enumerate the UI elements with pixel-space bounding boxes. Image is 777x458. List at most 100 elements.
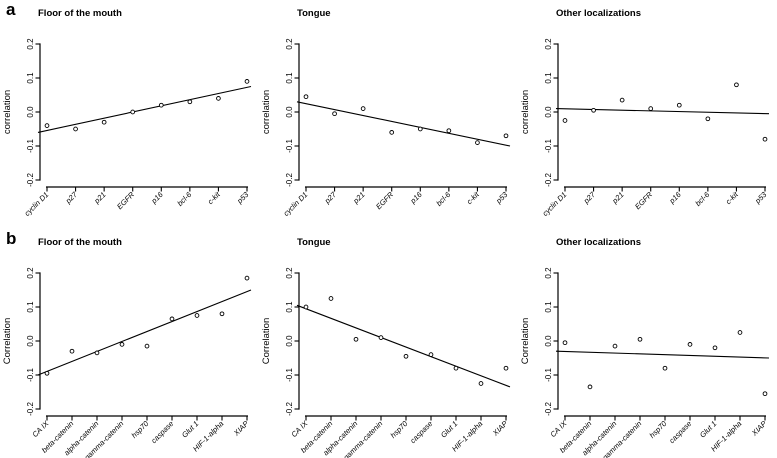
data-point [144, 343, 150, 349]
y-tick-label: -0.1 [285, 368, 294, 382]
y-tick-label: -0.2 [285, 402, 294, 416]
x-tick-label: bcl-6 [693, 189, 711, 207]
y-tick-label: -0.2 [544, 402, 553, 416]
x-tick-label: c-kit [724, 189, 741, 206]
x-tick-label: Glut 1 [439, 419, 460, 440]
data-point [428, 352, 434, 357]
chart-title: Tongue [297, 8, 331, 19]
data-point [612, 343, 618, 349]
data-point [562, 340, 568, 346]
data-point [244, 275, 250, 281]
data-point [73, 126, 78, 132]
chart-b-floor-of-mouth: Floor of the mouth Correlation 0.2 0.1 0.0… [2, 237, 252, 458]
x-tick-label: cyclin D1 [23, 190, 51, 218]
x-tick-label: caspase [667, 419, 693, 445]
y-tick-label: 0.2 [285, 267, 294, 279]
data-point [389, 130, 395, 135]
data-point [332, 111, 337, 117]
data-point [762, 136, 768, 142]
plot-area: 0.2 0.1 0.0 -0.1 -0.2 cyclin D1 p27 p21 EGFR p16 b… [541, 38, 770, 218]
x-tick-label: CA IX [289, 418, 310, 439]
y-tick-label: -0.1 [544, 139, 553, 153]
x-tick-label: p53 [493, 189, 510, 206]
chart-cell: Floor of the mouth correlation 0.2 0.1 0.0… [0, 0, 259, 229]
panel-label-b: b [6, 229, 17, 248]
data-point [562, 118, 568, 123]
x-tick-label: p27 [322, 189, 339, 206]
x-tick-label: p53 [752, 189, 769, 206]
x-tick-label: EGFR [633, 190, 655, 212]
data-point [676, 102, 682, 108]
chart-a-tongue: Tongue correlation 0.2 0.1 0.0 -0.1 -0.2 cycl… [261, 8, 511, 218]
trend-line [37, 85, 252, 133]
data-point [619, 97, 625, 103]
x-tick-label: p16 [408, 189, 425, 206]
y-tick-label: 0.0 [285, 335, 294, 347]
y-axis-title: Correlation [261, 318, 272, 364]
x-tick-label: bcl-6 [434, 189, 452, 207]
data-point [119, 342, 125, 347]
chart-b-other-localizations: Other localizations Correlation 0.2 0.1 0.… [520, 237, 770, 458]
y-tick-label: -0.1 [544, 368, 553, 382]
y-tick-label: 0.2 [544, 267, 553, 279]
x-tick-label: p27 [63, 189, 80, 206]
y-tick-label: 0.1 [26, 72, 35, 84]
data-point [734, 82, 739, 88]
x-tick-label: hsp70 [130, 418, 151, 439]
x-tick-label: p27 [581, 189, 598, 206]
trend-line [37, 289, 252, 376]
x-tick-label: p16 [667, 189, 684, 206]
plot-area: 0.20.10.0-0.1-0.2CA IXbeta-cateninalpha-… [285, 267, 511, 458]
y-tick-label: 0.1 [285, 301, 294, 313]
x-tick-label: caspase [149, 419, 175, 445]
chart-cell: Other localizations Correlation 0.2 0.1 0.… [518, 229, 777, 458]
y-tick-label: -0.1 [26, 139, 35, 153]
x-tick-label: CA IX [548, 418, 569, 439]
y-tick-label: 0.2 [26, 38, 35, 50]
y-axis-title: correlation [520, 90, 531, 134]
data-point [169, 316, 175, 322]
data-point [244, 79, 250, 84]
y-tick-label: 0.0 [26, 335, 35, 347]
data-point [648, 106, 654, 111]
x-tick-label: EGFR [374, 190, 396, 212]
y-tick-label: 0.2 [285, 38, 294, 50]
x-tick-label: bcl-6 [175, 189, 193, 207]
y-tick-label: -0.2 [544, 173, 553, 187]
y-tick-label: -0.1 [26, 368, 35, 382]
x-tick-label: Glut 1 [180, 419, 201, 440]
x-tick-label: c-kit [465, 189, 482, 206]
y-tick-label: 0.0 [26, 106, 35, 118]
x-tick-label: hsp70 [389, 418, 410, 439]
chart-cell: Floor of the mouth Correlation 0.2 0.1 0.0… [0, 229, 259, 458]
data-point [353, 336, 359, 342]
data-point [158, 102, 164, 108]
data-point [69, 348, 75, 354]
x-tick-label: c-kit [206, 189, 223, 206]
trend-line [296, 101, 511, 147]
x-tick-label: CA IX [30, 418, 51, 439]
data-point [303, 94, 309, 100]
y-axis-title: Correlation [520, 318, 531, 364]
x-tick-label: cyclin D1 [282, 190, 310, 218]
data-point [378, 335, 384, 340]
data-point [478, 381, 484, 386]
data-point [130, 109, 136, 115]
chart-cell: Tongue Correlation 0.2 0.1 0.0 -0.1 -0.2 CA I… [259, 229, 518, 458]
data-point [44, 370, 50, 376]
chart-title: Other localizations [556, 8, 641, 19]
x-tick-label: p53 [234, 189, 251, 206]
x-tick-label: p21 [351, 190, 367, 206]
data-point [637, 336, 643, 342]
chart-title: Floor of the mouth [38, 8, 122, 19]
data-point [712, 345, 718, 351]
x-tick-label: p21 [92, 190, 108, 206]
y-axis-title: correlation [261, 90, 272, 134]
data-point [44, 123, 50, 128]
data-point [303, 304, 309, 310]
chart-a-other-localizations: Other localizations correlation 0.20.10.… [520, 8, 770, 218]
plot-area: 0.2 0.1 0.0 -0.1 -0.2 cyclin D1 p27 p21 EGFR p16 b… [23, 38, 252, 218]
plot-area: 0.20.10.0-0.1-0.2CA IXbeta-cateninalpha-… [26, 267, 252, 458]
y-tick-label: 0.1 [544, 301, 553, 313]
